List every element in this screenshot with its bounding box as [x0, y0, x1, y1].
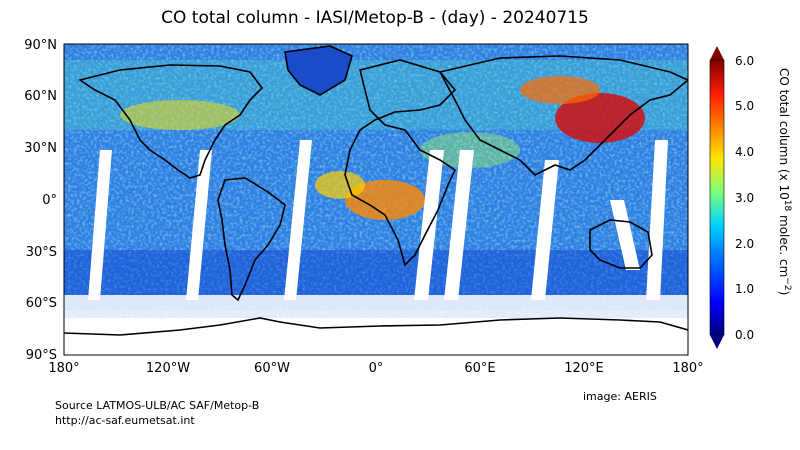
- lon-label-120e: 120°E: [564, 361, 604, 376]
- cb-tick-4: 4.0: [735, 145, 754, 159]
- colorbar: 0.0 1.0 2.0 3.0 4.0 5.0 6.0 CO total col…: [709, 46, 792, 349]
- lat-label-60s: 60°S: [26, 296, 57, 311]
- lon-label-120w: 120°W: [146, 361, 190, 376]
- source-text: Source LATMOS-ULB/AC SAF/Metop-B: [55, 399, 260, 412]
- lat-label-90s: 90°S: [26, 348, 57, 363]
- lat-label-0: 0°: [42, 193, 57, 208]
- east-asia-hotspot: [555, 93, 645, 143]
- source-credit: Source LATMOS-ULB/AC SAF/Metop-B http://…: [55, 398, 259, 428]
- lon-label-60e: 60°E: [464, 361, 495, 376]
- cb-tick-3: 3.0: [735, 191, 754, 205]
- latitude-labels: 90°N 60°N 30°N 0° 30°S 60°S 90°S: [24, 38, 57, 363]
- cb-tick-6: 6.0: [735, 54, 754, 68]
- cb-tick-1: 1.0: [735, 282, 754, 296]
- lat-label-30n: 30°N: [24, 141, 57, 156]
- colorbar-title: CO total column (x 1018 molec. cm−2): [777, 68, 792, 295]
- map-plot-area: [64, 44, 688, 355]
- lon-label-180e: 180°: [672, 361, 703, 376]
- cb-tick-0: 0.0: [735, 328, 754, 342]
- africa-hotspot: [345, 180, 425, 220]
- swath-gaps: [88, 140, 668, 300]
- lon-label-180w: 180°: [48, 361, 79, 376]
- lon-label-60w: 60°W: [254, 361, 290, 376]
- map-title: CO total column - IASI/Metop-B - (day) -…: [161, 8, 589, 28]
- lat-label-90n: 90°N: [24, 38, 57, 53]
- lat-label-60n: 60°N: [24, 89, 57, 104]
- cb-tick-2: 2.0: [735, 237, 754, 251]
- cb-tick-5: 5.0: [735, 99, 754, 113]
- source-url[interactable]: http://ac-saf.eumetsat.int: [55, 414, 195, 427]
- longitude-labels: 180° 120°W 60°W 0° 60°E 120°E 180°: [48, 361, 703, 376]
- colorbar-bottom-arrow: [710, 335, 724, 349]
- lat-label-30s: 30°S: [26, 245, 57, 260]
- coastlines: [64, 45, 688, 336]
- colorbar-top-arrow: [710, 46, 724, 60]
- image-credit: image: AERIS: [583, 390, 657, 403]
- colorbar-gradient: [709, 59, 725, 336]
- colorbar-ticks: 0.0 1.0 2.0 3.0 4.0 5.0 6.0: [735, 54, 754, 342]
- lon-label-0: 0°: [369, 361, 384, 376]
